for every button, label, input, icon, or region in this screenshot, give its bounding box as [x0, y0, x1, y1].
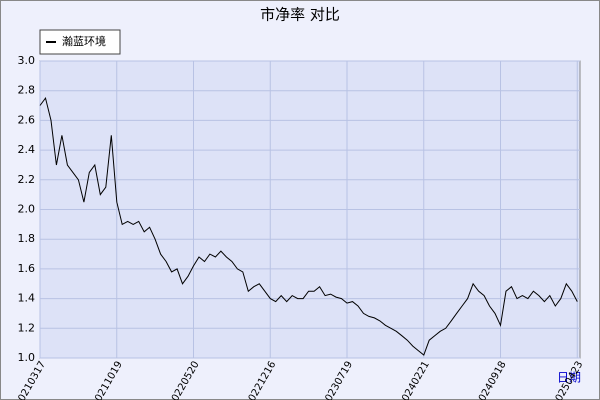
- legend-label: 瀚蓝环境: [62, 34, 106, 48]
- y-tick-label: 3.0: [18, 54, 36, 67]
- y-tick-label: 1.6: [18, 262, 36, 275]
- y-tick-label: 2.6: [18, 113, 36, 126]
- data-line: [39, 96, 578, 356]
- y-tick-label: 1.0: [18, 351, 36, 364]
- chart-title: 市净率 对比: [260, 6, 340, 24]
- x-axis-label: 日期: [557, 371, 581, 385]
- y-tick-label: 2.8: [18, 84, 36, 97]
- y-tick-label: 2.4: [18, 143, 36, 156]
- y-tick-label: 1.2: [18, 321, 36, 334]
- y-tick-label: 1.8: [18, 232, 36, 245]
- y-tick-label: 2.0: [18, 203, 36, 216]
- y-tick-label: 1.4: [18, 292, 36, 305]
- y-tick-label: 2.2: [18, 173, 36, 186]
